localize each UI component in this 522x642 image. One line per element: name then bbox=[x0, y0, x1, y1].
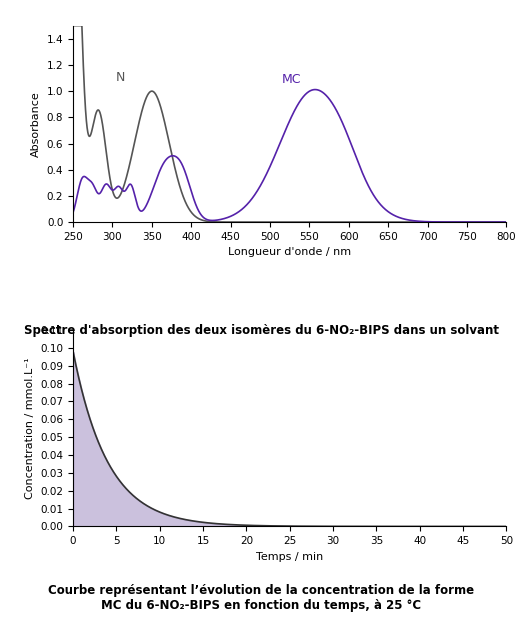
X-axis label: Longueur d'onde / nm: Longueur d'onde / nm bbox=[228, 247, 351, 257]
Text: N: N bbox=[116, 71, 125, 83]
Text: Spectre d'absorption des deux isomères du 6-NO₂-BIPS dans un solvant: Spectre d'absorption des deux isomères d… bbox=[23, 324, 499, 337]
Y-axis label: Absorbance: Absorbance bbox=[31, 91, 41, 157]
Y-axis label: Concentration / mmol.L⁻¹: Concentration / mmol.L⁻¹ bbox=[25, 358, 34, 499]
Text: MC: MC bbox=[281, 73, 301, 86]
X-axis label: Temps / min: Temps / min bbox=[256, 551, 323, 562]
Text: Courbe représentant l’évolution de la concentration de la forme
MC du 6-NO₂-BIPS: Courbe représentant l’évolution de la co… bbox=[48, 584, 474, 612]
